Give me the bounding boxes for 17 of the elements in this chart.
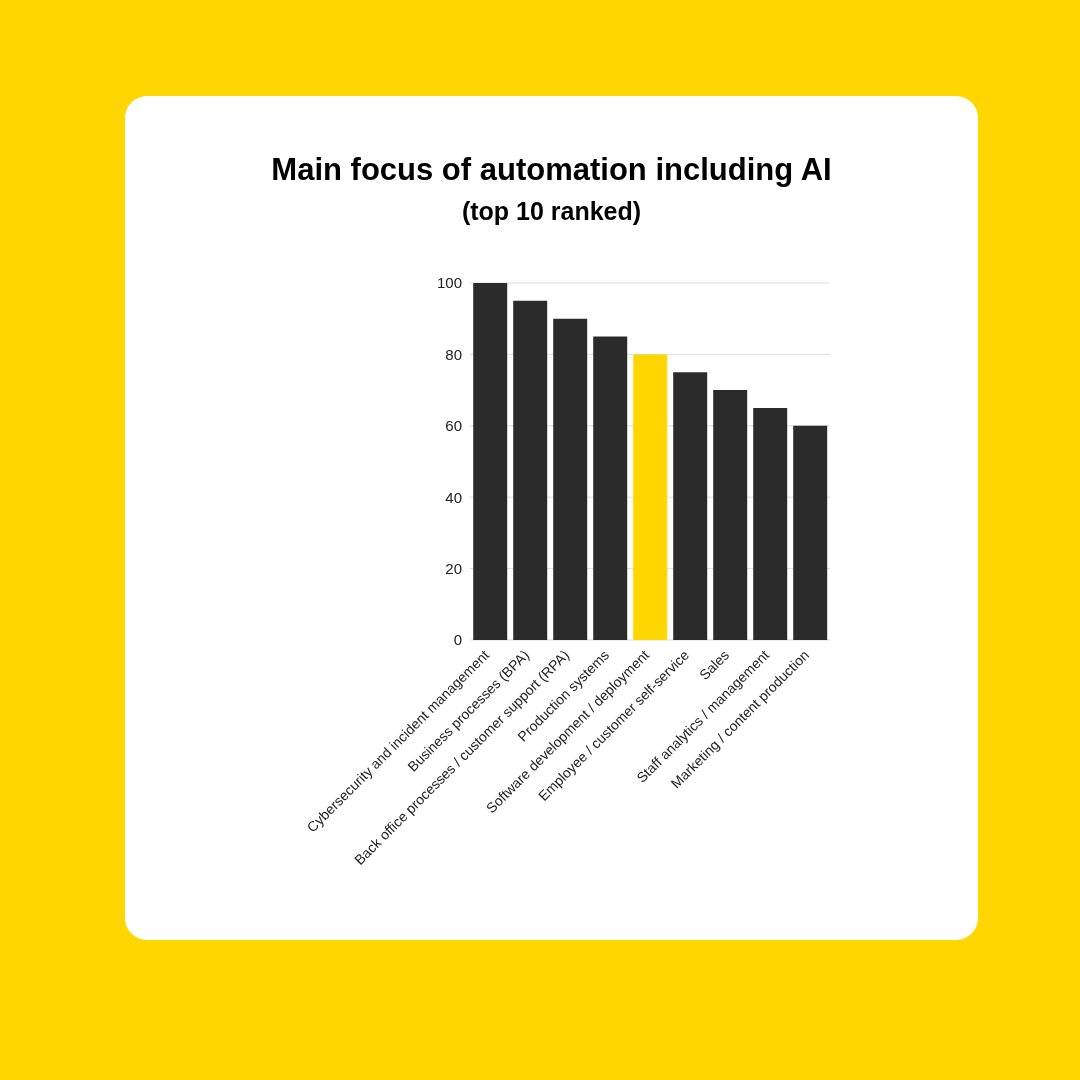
bar — [553, 318, 588, 640]
bar — [793, 425, 828, 640]
bar — [513, 300, 548, 640]
chart-subtitle: (top 10 ranked) — [460, 197, 643, 226]
bar — [673, 372, 708, 640]
y-tick-label: 40 — [445, 488, 462, 506]
chart-title: Main focus of automation including AI — [270, 152, 833, 188]
bar — [713, 390, 748, 640]
bar — [473, 283, 508, 640]
y-tick-label: 60 — [445, 417, 462, 435]
y-tick-label: 80 — [445, 345, 462, 363]
y-tick-label: 20 — [445, 559, 462, 577]
bar — [593, 336, 628, 640]
bar — [753, 407, 788, 640]
bar — [633, 354, 668, 640]
y-tick-label: 0 — [453, 631, 462, 649]
y-tick-label: 100 — [436, 274, 462, 292]
